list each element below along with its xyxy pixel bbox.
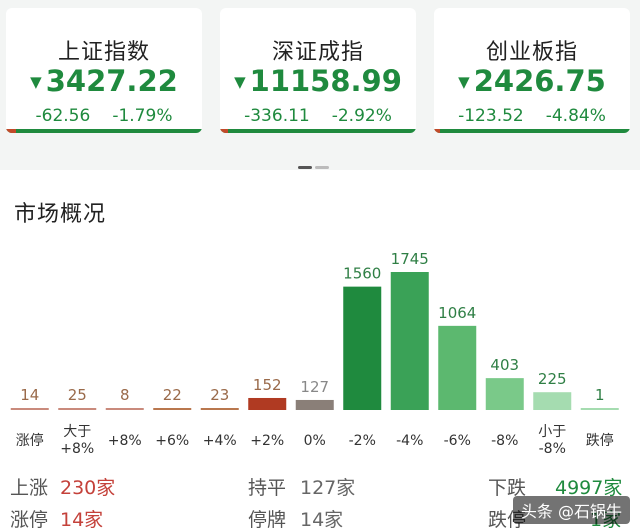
category-label: 大于 xyxy=(63,424,91,440)
bar-value-label: 22 xyxy=(163,386,182,404)
index-name: 上证指数 xyxy=(57,40,150,65)
category-label: +6% xyxy=(155,433,189,449)
watermark: 头条 @石锅牛 xyxy=(512,496,630,524)
down-label: 下跌 xyxy=(488,477,527,499)
bar-12 xyxy=(580,408,619,410)
category-label: -6% xyxy=(444,433,471,449)
index-change: -123.52 -4.84% xyxy=(458,106,606,126)
category-label: +2% xyxy=(250,433,284,449)
bar-2 xyxy=(105,408,144,410)
bar-value-label: 403 xyxy=(490,356,519,374)
bar-11 xyxy=(533,392,572,410)
up-label: 上涨 xyxy=(10,477,49,499)
index-value: ▼ 2426.75 xyxy=(458,64,606,98)
bar-4 xyxy=(200,408,239,410)
carousel-dot-active[interactable] xyxy=(298,166,312,169)
down-triangle-icon: ▼ xyxy=(234,73,246,91)
index-name: 深证成指 xyxy=(271,40,364,65)
bar-value-label: 152 xyxy=(253,376,282,394)
bar-9 xyxy=(438,325,477,410)
halt-label: 停牌 xyxy=(248,509,287,531)
bar-value-label: 8 xyxy=(120,386,130,404)
breadth-bar xyxy=(6,129,202,133)
category-label: -8% xyxy=(539,441,566,457)
category-label: 跌停 xyxy=(586,432,614,449)
bar-value-label: 1745 xyxy=(391,250,429,268)
market-summary: 上涨 230家 持平 127家 下跌 4997家 涨停 14家 停牌 14家 跌… xyxy=(0,465,640,531)
index-value: ▼ 3427.22 xyxy=(30,64,178,98)
bar-value-label: 127 xyxy=(300,378,329,396)
bar-5 xyxy=(248,397,287,410)
category-label: 涨停 xyxy=(16,432,44,449)
breadth-bar xyxy=(220,129,416,133)
index-change: -62.56 -1.79% xyxy=(35,106,173,126)
market-distribution-chart: 14涨停25大于+8%8+8%22+6%23+4%152+2%1270%1560… xyxy=(10,250,619,457)
breadth-bar xyxy=(434,129,630,133)
bar-value-label: 1 xyxy=(595,386,605,404)
bar-3 xyxy=(153,408,192,410)
index-card-shanghai[interactable]: 上证指数 ▼ 3427.22 -62.56 -1.79% xyxy=(6,8,202,133)
bar-7 xyxy=(343,286,382,410)
up-count: 230家 xyxy=(60,477,116,499)
down-count: 4997家 xyxy=(555,477,623,499)
bar-value-label: 23 xyxy=(210,386,229,404)
bar-value-label: 25 xyxy=(68,386,87,404)
flat-count: 127家 xyxy=(300,477,356,499)
bar-0 xyxy=(10,408,49,410)
bar-6 xyxy=(295,399,334,410)
index-value: ▼ 11158.99 xyxy=(234,64,402,98)
limit-up-count: 14家 xyxy=(60,509,104,531)
category-label: +8% xyxy=(60,441,94,457)
limit-up-label: 涨停 xyxy=(10,509,49,531)
down-triangle-icon: ▼ xyxy=(458,73,470,91)
index-change: -336.11 -2.92% xyxy=(244,106,392,126)
index-card-shenzhen[interactable]: 深证成指 ▼ 11158.99 -336.11 -2.92% xyxy=(220,8,416,133)
bar-value-label: 1064 xyxy=(438,304,476,322)
bar-1 xyxy=(58,408,97,410)
category-label: -8% xyxy=(491,433,518,449)
category-label: +8% xyxy=(108,433,142,449)
flat-label: 持平 xyxy=(248,477,287,499)
index-card-chinext[interactable]: 创业板指 ▼ 2426.75 -123.52 -4.84% xyxy=(434,8,630,133)
carousel-indicator[interactable] xyxy=(298,154,332,173)
category-label: +4% xyxy=(203,433,237,449)
category-label: 小于 xyxy=(538,424,566,440)
carousel-dot[interactable] xyxy=(315,166,329,169)
bar-value-label: 1560 xyxy=(343,265,381,283)
bar-value-label: 225 xyxy=(538,370,567,388)
bar-10 xyxy=(485,378,524,410)
index-name: 创业板指 xyxy=(485,40,578,65)
halt-count: 14家 xyxy=(300,509,344,531)
bar-8 xyxy=(390,272,429,410)
section-title: 市场概况 xyxy=(14,202,107,227)
category-label: -2% xyxy=(349,433,376,449)
down-triangle-icon: ▼ xyxy=(30,73,42,91)
category-label: 0% xyxy=(304,433,326,449)
bar-value-label: 14 xyxy=(20,386,39,404)
category-label: -4% xyxy=(396,433,423,449)
